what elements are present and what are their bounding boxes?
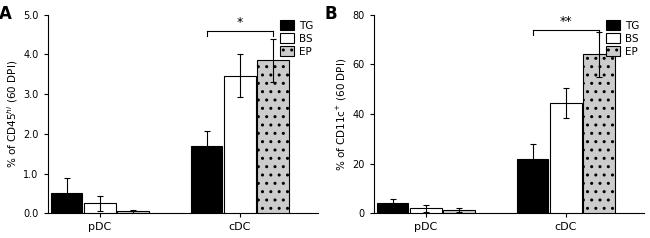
Legend: TG, BS, EP: TG, BS, EP [604, 18, 642, 59]
Y-axis label: % of CD45$^{hi}$ (60 DPI): % of CD45$^{hi}$ (60 DPI) [6, 60, 20, 168]
Text: **: ** [560, 15, 572, 28]
Text: B: B [325, 5, 337, 23]
Bar [51, 193, 83, 213]
Bar [550, 103, 582, 213]
Bar [191, 146, 222, 213]
Text: *: * [237, 16, 243, 29]
Y-axis label: % of CD11c$^{+}$ (60 DPI): % of CD11c$^{+}$ (60 DPI) [335, 57, 349, 171]
Bar [583, 55, 615, 213]
Bar [410, 208, 442, 213]
Bar [118, 211, 149, 213]
Bar [257, 60, 289, 213]
Bar [377, 203, 408, 213]
Bar [517, 159, 549, 213]
Bar [443, 210, 475, 213]
Legend: TG, BS, EP: TG, BS, EP [278, 18, 316, 59]
Bar [84, 203, 116, 213]
Text: A: A [0, 5, 12, 23]
Bar [224, 75, 255, 213]
